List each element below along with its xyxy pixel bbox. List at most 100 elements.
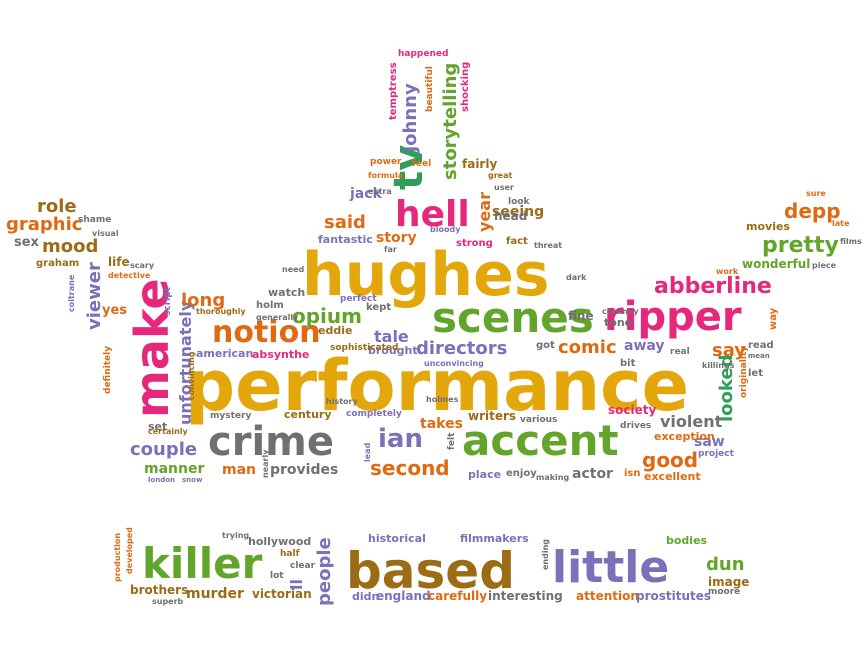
word-fantastic: fantastic xyxy=(318,233,373,246)
word-history: history xyxy=(326,397,358,406)
word-mood: mood xyxy=(42,236,98,257)
word-sex: sex xyxy=(14,235,40,250)
word-mean: mean xyxy=(748,352,770,360)
word-visual: visual xyxy=(92,229,119,238)
word-graphic: graphic xyxy=(6,214,82,235)
word-make: make xyxy=(125,278,179,418)
word-tv: tv xyxy=(386,145,432,190)
word-superb: superb xyxy=(152,597,184,606)
word-set: set xyxy=(148,420,167,433)
word-opium: opium xyxy=(292,304,362,328)
word-absynthe: absynthe xyxy=(252,348,309,361)
word-accent: accent xyxy=(462,416,619,465)
word-lot: lot xyxy=(270,571,284,581)
word-mystery: mystery xyxy=(210,411,251,421)
word-couple: couple xyxy=(130,439,197,460)
word-temptress: temptress xyxy=(388,62,399,120)
word-movies: movies xyxy=(746,220,790,233)
word-bloody: bloody xyxy=(430,225,461,234)
word-late: late xyxy=(832,219,850,228)
word-seeing: seeing xyxy=(492,204,544,220)
word-killer: killer xyxy=(142,539,263,588)
word-role: role xyxy=(37,196,77,217)
word-shame: shame xyxy=(78,215,111,225)
word-depp: depp xyxy=(784,199,841,223)
word-little: little xyxy=(552,542,669,593)
word-prostitutes: prostitutes xyxy=(636,589,711,603)
word-story: story xyxy=(376,230,417,246)
word-filmmakers: filmmakers xyxy=(460,532,529,545)
word-eddie: eddie xyxy=(318,324,352,337)
word-crime: crime xyxy=(208,419,334,465)
word-life: life xyxy=(108,255,130,269)
word-hollywood: hollywood xyxy=(248,535,311,548)
word-violent: violent xyxy=(660,412,723,431)
word-image: image xyxy=(708,575,749,589)
word-work: work xyxy=(716,267,739,276)
word-interesting: interesting xyxy=(488,589,563,603)
word-england: england xyxy=(376,589,431,603)
word-coltrane: coltrane xyxy=(67,274,76,312)
word-real: real xyxy=(670,347,690,357)
word-kept: kept xyxy=(366,302,391,313)
word-extra: extra xyxy=(368,187,392,196)
word-ending: ending xyxy=(541,539,550,570)
word-attention: attention xyxy=(576,589,639,603)
word-fact: fact xyxy=(506,236,528,247)
word-happened: happened xyxy=(398,49,448,59)
word-victorian: victorian xyxy=(252,587,312,601)
word-long: long xyxy=(181,290,225,311)
word-various: various xyxy=(520,415,557,425)
word-ian: ian xyxy=(378,424,423,454)
word-convincing: convincing xyxy=(187,351,196,400)
word-head: head xyxy=(494,209,527,223)
word-provides: provides xyxy=(270,462,338,478)
word-production: production xyxy=(113,533,122,582)
word-carefully: carefully xyxy=(428,589,487,603)
word-sure: sure xyxy=(806,189,826,198)
word-read: read xyxy=(748,340,774,351)
word-certainly: certainly xyxy=(148,427,189,436)
word-fine: fine xyxy=(568,309,594,323)
word-away: away xyxy=(624,338,665,354)
word-saw: saw xyxy=(694,434,725,450)
word-tale: tale xyxy=(374,327,409,346)
word-sophisticated: sophisticated xyxy=(330,343,398,353)
word-place: place xyxy=(468,468,501,481)
word-manner: manner xyxy=(144,461,204,477)
word-century: century xyxy=(284,408,332,421)
word-generally: generally xyxy=(256,313,299,322)
word-unconvincing: unconvincing xyxy=(424,359,484,368)
word-tone: tone xyxy=(604,316,632,329)
word-definitely: definitely xyxy=(103,346,113,394)
word-people: people xyxy=(314,537,335,606)
word-half: half xyxy=(280,549,300,559)
word-graham: graham xyxy=(36,258,79,269)
word-feel: feel xyxy=(412,159,431,169)
word-hughes: hughes xyxy=(302,240,550,310)
word-bodies: bodies xyxy=(666,534,708,547)
word-lead: lead xyxy=(363,442,372,462)
word-beautiful: beautiful xyxy=(425,66,435,112)
word-based: based xyxy=(346,542,515,600)
word-detective: detective xyxy=(108,271,151,280)
word-johnny: johnny xyxy=(400,83,421,153)
word-snow: snow xyxy=(182,476,203,484)
word-say: say xyxy=(712,340,746,361)
word-threat: threat xyxy=(534,241,562,250)
word-year: year xyxy=(475,192,494,232)
word-perfect: perfect xyxy=(340,294,377,304)
word-isn: isn xyxy=(624,468,641,479)
word-notion: notion xyxy=(212,315,321,350)
word-actor: actor xyxy=(572,466,613,482)
word-great: great xyxy=(488,171,512,180)
word-directors: directors xyxy=(416,338,507,359)
word-pretty: pretty xyxy=(762,233,839,258)
word-way: way xyxy=(768,307,779,330)
word-scenes: scenes xyxy=(432,293,594,342)
word-let: let xyxy=(748,368,763,379)
word-ripper: ripper xyxy=(604,294,742,340)
word-watch: watch xyxy=(268,286,305,299)
word-performance: performance xyxy=(185,345,689,427)
word-bit: bit xyxy=(620,358,636,369)
